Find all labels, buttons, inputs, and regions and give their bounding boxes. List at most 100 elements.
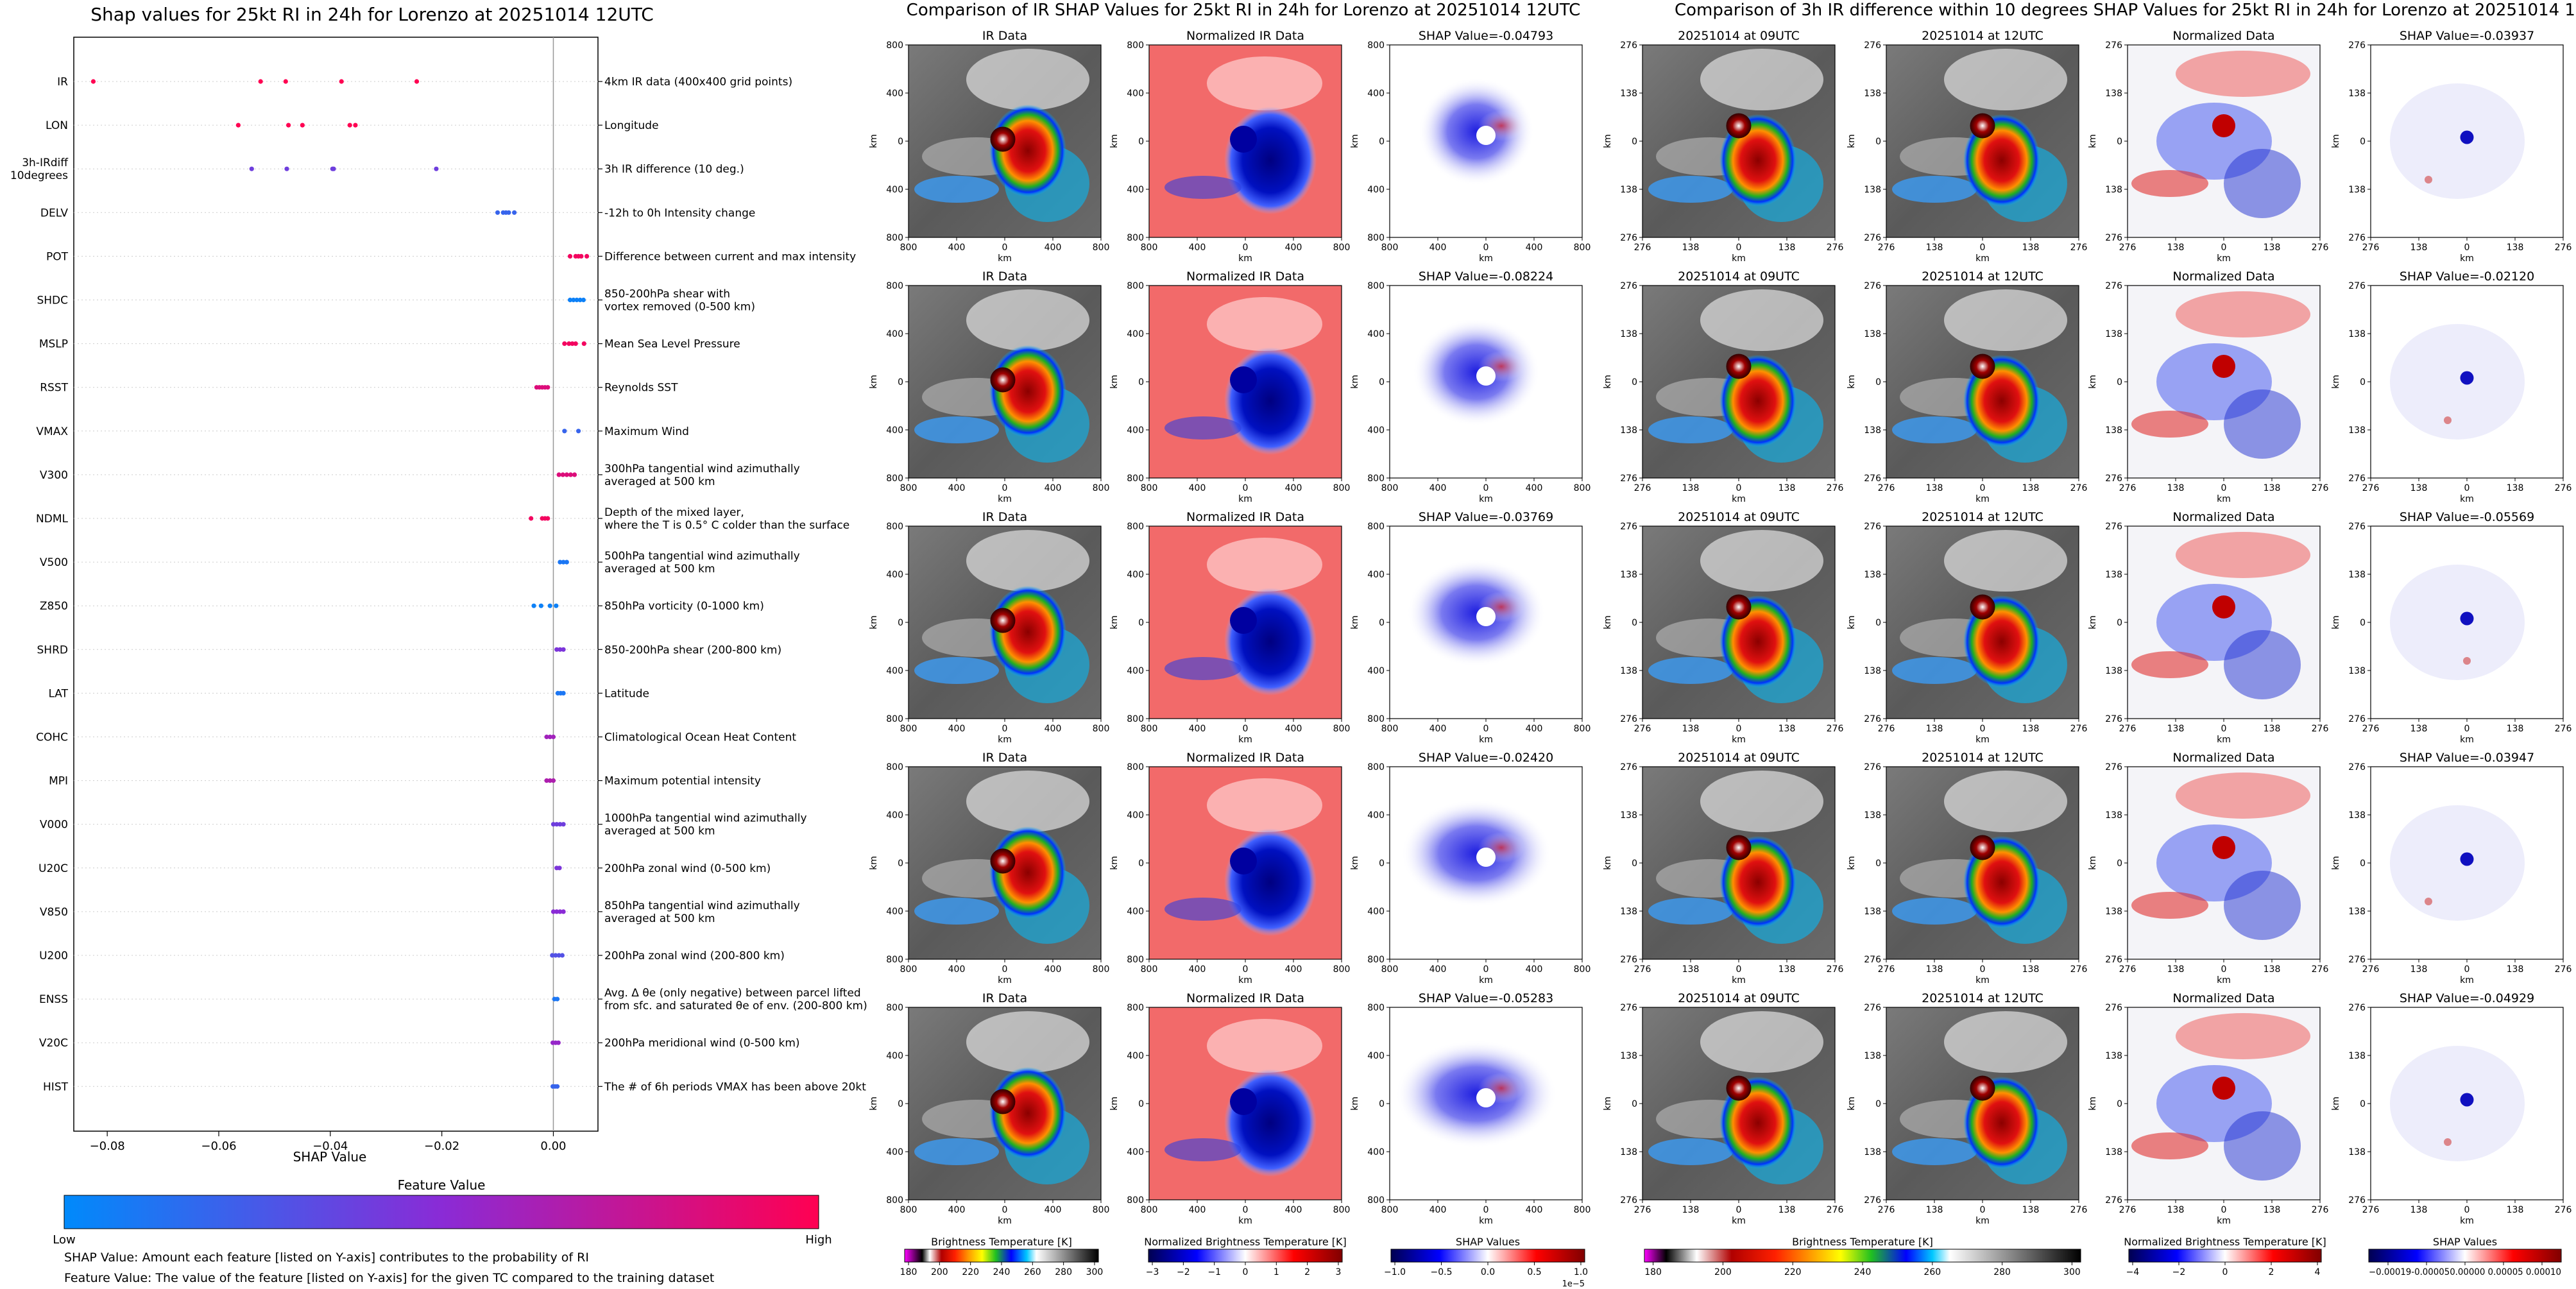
y-tick-label: 276 bbox=[1864, 281, 1881, 291]
y-tick-label: 0 bbox=[898, 137, 903, 147]
negative-region bbox=[2224, 871, 2301, 940]
y-tick-label: 276 bbox=[1864, 474, 1881, 484]
x-tick-label: 276 bbox=[2070, 964, 2088, 975]
shap-hotspot bbox=[2425, 176, 2432, 184]
y-tick-label: 800 bbox=[886, 522, 903, 532]
eye-region bbox=[2212, 114, 2235, 137]
shap-point bbox=[584, 253, 590, 259]
shap-point bbox=[556, 472, 561, 477]
x-tick-label: 400 bbox=[1189, 964, 1206, 975]
cloud-band bbox=[1944, 49, 2067, 110]
storm-eye bbox=[1970, 1075, 1995, 1101]
x-tick-label: 800 bbox=[1141, 724, 1158, 734]
panel-title: IR Data bbox=[982, 510, 1027, 524]
feature-name-label: 10degrees bbox=[10, 169, 68, 182]
cloud-cluster bbox=[1892, 657, 1977, 684]
y-tick-label: 400 bbox=[1367, 1051, 1385, 1061]
x-tick-label: 276 bbox=[1634, 483, 1651, 493]
x-tick-label: 400 bbox=[948, 964, 966, 975]
y-axis-label: km bbox=[1603, 375, 1613, 389]
y-axis-label: km bbox=[1847, 134, 1857, 148]
x-tick-label: 0 bbox=[1483, 964, 1489, 975]
y-axis-label: km bbox=[1109, 375, 1120, 389]
feature-description-label: The # of 6h periods VMAX has been above … bbox=[604, 1080, 866, 1093]
x-axis-label: km bbox=[2460, 253, 2474, 264]
x-axis-label: km bbox=[1732, 253, 1746, 264]
y-tick-label: 400 bbox=[1367, 185, 1385, 195]
cloud-band bbox=[1207, 1019, 1322, 1073]
x-tick-label: 400 bbox=[1429, 964, 1447, 975]
x-axis-label: km bbox=[1479, 735, 1493, 745]
colorbar-tick-label: −1 bbox=[1207, 1267, 1221, 1277]
feature-name-label: IR bbox=[57, 76, 68, 89]
x-axis-label: km bbox=[1479, 1216, 1493, 1226]
x-tick-label: 400 bbox=[948, 1205, 966, 1215]
shap-summary-panel: Shap values for 25kt RI in 24h for Loren… bbox=[10, 4, 867, 1285]
x-tick-label: 0 bbox=[1243, 964, 1249, 975]
x-tick-label: 0 bbox=[1736, 243, 1742, 253]
shap-point bbox=[506, 210, 511, 215]
y-tick-label: 138 bbox=[1864, 907, 1881, 917]
x-tick-label: 800 bbox=[1381, 1205, 1399, 1215]
colorbar-tick-label: −4 bbox=[2126, 1267, 2140, 1277]
y-tick-label: 138 bbox=[2105, 89, 2122, 99]
y-tick-label: 0 bbox=[1875, 618, 1881, 628]
feature-description-label: Depth of the mixed layer, bbox=[604, 506, 744, 519]
eye-region bbox=[2212, 836, 2235, 859]
y-axis-label: km bbox=[1350, 856, 1360, 870]
shap-point bbox=[561, 690, 566, 696]
colorbar-group: Normalized Brightness Temperature [K] −3 −… bbox=[1144, 1236, 1347, 1277]
y-tick-label: 800 bbox=[886, 233, 903, 243]
shap-point bbox=[572, 472, 577, 477]
x-tick-label: 276 bbox=[2362, 1205, 2380, 1215]
y-tick-label: 0 bbox=[898, 618, 903, 628]
x-axis-label: km bbox=[1238, 253, 1252, 264]
x-tick-label: 400 bbox=[1189, 243, 1206, 253]
positive-region bbox=[2131, 892, 2208, 919]
y-tick-label: 276 bbox=[1620, 281, 1637, 291]
x-tick-label: 400 bbox=[1045, 1205, 1062, 1215]
shap-blob bbox=[1401, 799, 1551, 907]
x-tick-label: 0 bbox=[1736, 483, 1742, 493]
shap-feature-rows: IR 4km IR data (400x400 grid points) LON Lo… bbox=[10, 37, 867, 1131]
x-tick-label: 276 bbox=[2312, 724, 2329, 734]
feature-name-label: LAT bbox=[48, 687, 68, 700]
shap-point bbox=[353, 123, 358, 128]
storm-eye bbox=[1230, 366, 1257, 393]
x-tick-label: 276 bbox=[1634, 724, 1651, 734]
y-axis-label: km bbox=[2331, 134, 2341, 148]
x-tick-label: 400 bbox=[1285, 1205, 1302, 1215]
y-tick-label: 400 bbox=[1367, 907, 1385, 917]
feature-description-label: 850hPa tangential wind azimuthally bbox=[604, 900, 800, 912]
x-tick-label: 276 bbox=[1827, 483, 1844, 493]
storm-eye bbox=[1726, 354, 1752, 379]
shap-haze bbox=[2390, 324, 2525, 440]
cloud-band bbox=[966, 771, 1089, 832]
x-tick-label: 0 bbox=[1980, 1205, 1986, 1215]
x-tick-label: 138 bbox=[1778, 243, 1796, 253]
negative-region bbox=[2224, 149, 2301, 218]
colorbar-group: Brightness Temperature [K] 180 200 220 240 26… bbox=[900, 1236, 1104, 1277]
shap-point bbox=[558, 909, 563, 914]
x-tick-label: 800 bbox=[1381, 724, 1399, 734]
panel-title: Normalized Data bbox=[2172, 751, 2274, 765]
y-tick-label: 276 bbox=[2105, 1195, 2122, 1206]
x-tick-label: 276 bbox=[2119, 243, 2137, 253]
feature-description-label: Mean Sea Level Pressure bbox=[604, 338, 740, 351]
y-axis-label: km bbox=[1109, 134, 1120, 148]
x-tick-label: 800 bbox=[1381, 483, 1399, 493]
storm-eye bbox=[990, 367, 1016, 393]
shap-point bbox=[567, 253, 573, 259]
shap-point bbox=[544, 734, 549, 740]
panel-title: 20251014 at 12UTC bbox=[1922, 510, 2043, 524]
shap-summary-plot-frame bbox=[73, 37, 599, 1132]
x-tick-label: 800 bbox=[1093, 964, 1110, 975]
shap-point bbox=[554, 603, 559, 608]
storm-convection bbox=[989, 826, 1066, 919]
colorbar-label: Brightness Temperature [K] bbox=[1792, 1236, 1933, 1248]
x-axis-label: km bbox=[2217, 735, 2231, 745]
y-tick-label: 276 bbox=[2348, 281, 2366, 291]
